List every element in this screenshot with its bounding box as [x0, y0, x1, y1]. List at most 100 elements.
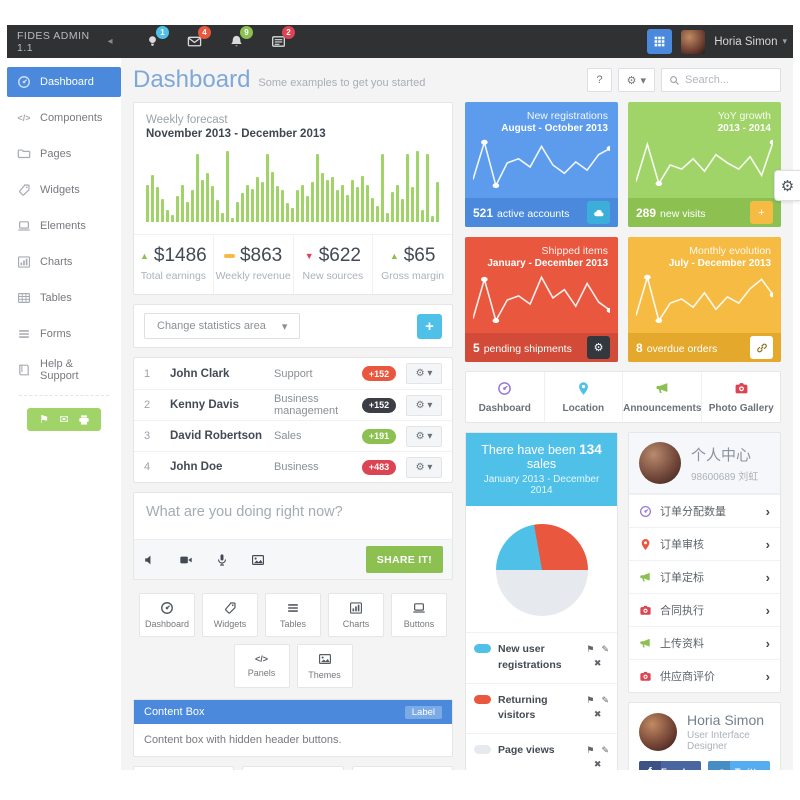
forecast-bar — [411, 187, 414, 222]
news-icon[interactable]: 2 — [269, 25, 295, 51]
chevron-right-icon: › — [765, 668, 770, 684]
row-actions-button[interactable]: ⚙ ▾ — [406, 456, 442, 478]
account-menu-item[interactable]: 供应商评价 › — [629, 659, 780, 692]
sidebar-item-tables[interactable]: Tables — [7, 283, 121, 313]
cloud-button[interactable] — [587, 201, 610, 224]
sidebar-item-forms[interactable]: Forms — [7, 319, 121, 349]
sidebar-item-pages[interactable]: Pages — [7, 139, 121, 169]
share-box: SHARE IT! — [133, 492, 453, 580]
facebook-button[interactable]: fFacebo... — [639, 761, 701, 770]
search-box — [661, 68, 781, 92]
mic-icon[interactable] — [215, 553, 231, 567]
row-number: 1 — [144, 367, 151, 380]
account-menu-item[interactable]: 上传资料 › — [629, 626, 780, 659]
sidebar-item-help[interactable]: Help & Support — [7, 355, 121, 385]
trend-up-icon: ▲ — [389, 251, 399, 261]
shortcut-charts[interactable]: Charts — [328, 593, 384, 637]
content-box-body: Content box with hidden header buttons. — [144, 734, 342, 746]
table-row[interactable]: 2 Kenny Davis Business management +152 ⚙… — [134, 389, 452, 420]
help-button[interactable]: ? — [587, 68, 612, 92]
shortcut-panels[interactable]: </> Panels — [233, 644, 290, 688]
row-actions-button[interactable]: ⚙ ▾ — [406, 425, 442, 447]
account-menu-item[interactable]: 订单分配数量 › — [629, 494, 780, 527]
table-row[interactable]: 4 John Doe Business +483 ⚙ ▾ — [134, 451, 452, 482]
table-row[interactable]: 1 John Clark Support +152 ⚙ ▾ — [134, 358, 452, 389]
printer-icon[interactable] — [74, 413, 94, 426]
user-avatar[interactable] — [681, 29, 706, 54]
line-chart — [636, 139, 773, 196]
forecast-bar — [356, 187, 359, 222]
inbox-icon[interactable]: ✉ — [59, 414, 69, 426]
sidebar-item-label: Widgets — [40, 184, 80, 196]
sidebar-item-components[interactable]: </> Components — [7, 103, 121, 133]
flag-icon[interactable]: ⚑ — [586, 644, 595, 654]
person-name: Kenny Davis — [170, 399, 240, 411]
score-badge: +152 — [362, 366, 396, 381]
video-icon[interactable] — [179, 553, 195, 567]
profile-avatar — [639, 713, 677, 751]
lightbulb-icon[interactable]: 1 — [143, 25, 169, 51]
close-icon[interactable]: ✖ — [593, 658, 602, 669]
person-name: David Robertson — [170, 430, 263, 442]
flag-icon[interactable]: ⚑ — [586, 745, 595, 755]
sales-count: 134 — [579, 442, 602, 457]
row-actions-button[interactable]: ⚙ ▾ — [406, 394, 442, 416]
forecast-bar — [256, 177, 259, 222]
search-input[interactable] — [685, 74, 773, 86]
add-button[interactable]: + — [750, 201, 773, 224]
close-icon[interactable]: ✖ — [593, 708, 602, 719]
account-menu-item[interactable]: 订单定标 › — [629, 560, 780, 593]
person-role: Business management — [274, 393, 339, 417]
sidebar-collapse-icon[interactable]: ◂ — [107, 36, 113, 47]
shortcut-dashboard[interactable]: Dashboard — [139, 593, 195, 637]
image-icon[interactable] — [251, 553, 267, 567]
chevron-right-icon: › — [765, 635, 770, 651]
quick-nav-dashboard[interactable]: Dashboard — [466, 372, 544, 422]
twitter-button[interactable]: Twitter — [708, 761, 770, 770]
sidebar-item-widgets[interactable]: Widgets — [7, 175, 121, 205]
add-button[interactable]: + — [417, 313, 442, 339]
link-button[interactable] — [750, 336, 773, 359]
settings-flyout-tab[interactable]: ⚙ — [774, 170, 800, 201]
account-menu-item[interactable]: 合同执行 › — [629, 593, 780, 626]
status-input[interactable] — [134, 493, 452, 539]
image-icon — [318, 652, 332, 666]
topbar: FIDES ADMIN 1.1 ◂ 1 4 9 2 Horia Simon ▾ — [7, 25, 793, 58]
share-button[interactable]: SHARE IT! — [365, 546, 443, 573]
row-number: 2 — [144, 399, 151, 411]
apps-grid-button[interactable] — [647, 29, 673, 54]
sidebar-item-dashboard[interactable]: Dashboard — [7, 67, 121, 97]
shortcut-buttons-item[interactable]: Buttons — [391, 593, 447, 637]
shortcut-themes[interactable]: Themes — [296, 644, 353, 688]
forecast-bar — [296, 190, 299, 222]
forecast-bar — [381, 153, 384, 222]
table-row[interactable]: 3 David Robertson Sales +191 ⚙ ▾ — [134, 420, 452, 451]
shortcut-widgets[interactable]: Widgets — [202, 593, 258, 637]
stat-label: Total earnings — [140, 270, 207, 282]
row-actions-button[interactable]: ⚙ ▾ — [406, 363, 442, 384]
change-statistics-dropdown[interactable]: Change statistics area ▾ — [144, 313, 301, 339]
settings-dropdown-button[interactable]: ⚙ ▾ — [617, 68, 655, 92]
envelope-icon[interactable]: 4 — [185, 25, 211, 51]
flag-icon[interactable]: ⚑ — [586, 694, 595, 705]
quick-nav-announcements[interactable]: Announcements — [622, 372, 701, 422]
user-menu[interactable]: Horia Simon ▾ — [714, 36, 787, 48]
quick-nav-photo-gallery[interactable]: Photo Gallery — [701, 372, 780, 422]
edit-icon[interactable]: ✎ — [601, 644, 609, 654]
close-icon[interactable]: ✖ — [593, 759, 602, 770]
stat-label: New sources — [302, 270, 364, 282]
bell-icon[interactable]: 9 — [227, 25, 253, 51]
account-menu-item[interactable]: 订单审核 › — [629, 527, 780, 560]
edit-icon[interactable]: ✎ — [601, 694, 609, 705]
shortcut-tables[interactable]: Tables — [265, 593, 321, 637]
edit-icon[interactable]: ✎ — [601, 745, 609, 755]
volume-icon[interactable] — [143, 553, 159, 567]
quick-nav-location[interactable]: Location — [543, 372, 623, 422]
flag-icon[interactable]: ⚑ — [39, 414, 49, 426]
settings-button[interactable]: ⚙ — [587, 336, 610, 359]
sidebar: Dashboard </> Components Pages Widgets El… — [7, 58, 121, 770]
sidebar-item-elements[interactable]: Elements — [7, 211, 121, 241]
forecast-bar — [176, 196, 179, 222]
sidebar-item-charts[interactable]: Charts — [7, 247, 121, 277]
forecast-bar — [351, 180, 354, 222]
